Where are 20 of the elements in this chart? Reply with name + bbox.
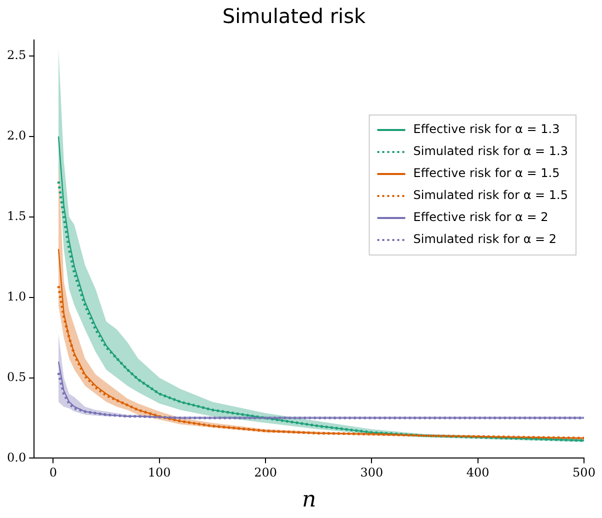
- legend-label: Simulated risk for α = 1.3: [413, 144, 568, 158]
- legend-label: Simulated risk for α = 2: [413, 232, 557, 246]
- x-tick-label: 300: [360, 466, 384, 480]
- x-tick-label: 400: [466, 466, 490, 480]
- x-tick-label: 100: [148, 466, 171, 480]
- y-tick-label: 2.5: [6, 48, 26, 62]
- legend-label: Effective risk for α = 2: [413, 210, 548, 224]
- x-tick-label: 500: [572, 466, 596, 480]
- y-tick-label: 0.0: [6, 450, 26, 464]
- x-tick-label: 0: [49, 466, 58, 480]
- y-tick-label: 0.5: [6, 370, 26, 384]
- legend-label: Effective risk for α = 1.3: [413, 122, 560, 136]
- legend-label: Simulated risk for α = 1.5: [413, 188, 568, 202]
- chart-title: Simulated risk: [222, 4, 366, 28]
- legend-label: Effective risk for α = 1.5: [413, 166, 560, 180]
- y-tick-label: 1.0: [6, 289, 26, 304]
- x-tick-label: 200: [254, 466, 277, 480]
- y-tick-label: 1.5: [6, 209, 26, 224]
- x-axis-title: n: [302, 488, 316, 513]
- y-tick-label: 2.0: [6, 128, 26, 143]
